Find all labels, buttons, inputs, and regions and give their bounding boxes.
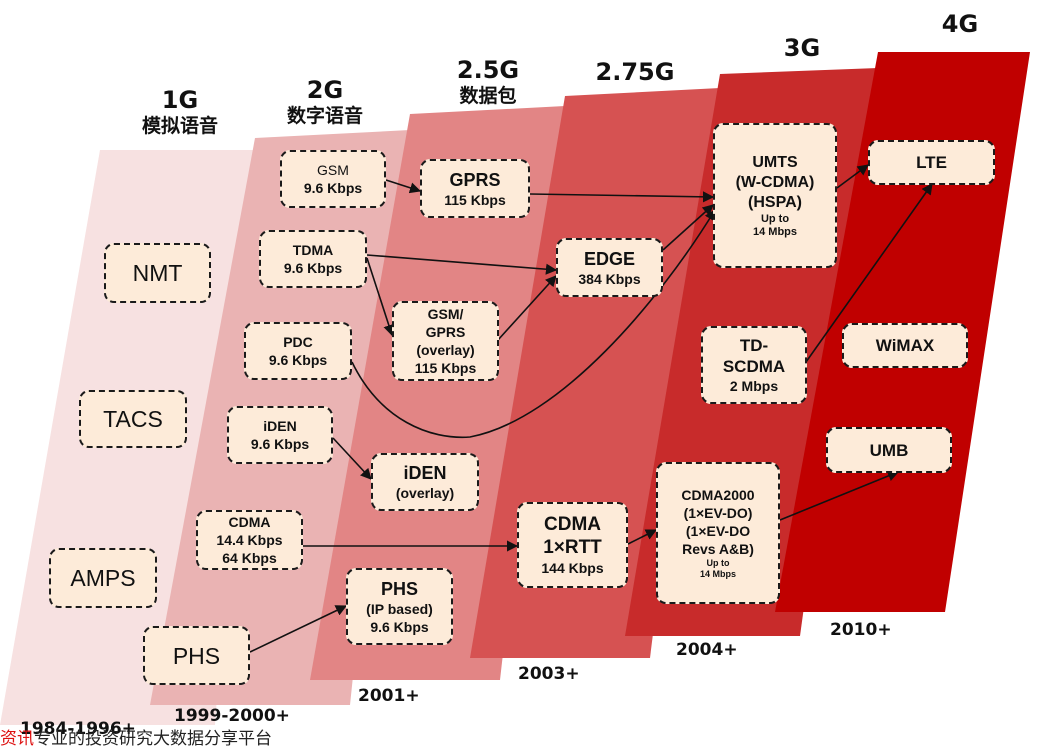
year-3g: 2004+ — [676, 640, 738, 660]
box-umb: UMB — [826, 427, 952, 473]
year-2-75g: 2003+ — [518, 664, 580, 684]
footer-mark: 资讯 — [0, 729, 34, 749]
year-1g: 1984-1996+ — [20, 719, 136, 739]
box-nmt: NMT — [104, 243, 211, 303]
box-tacs: TACS — [79, 390, 187, 448]
box-umts-upto: Up to — [760, 212, 790, 225]
box-gprs: GPRS 115 Kbps — [420, 159, 530, 218]
box-amps: AMPS — [49, 548, 157, 608]
gen-2g-name: 2G — [306, 76, 344, 104]
box-cdma2000-revs: Revs A&B) — [682, 541, 754, 557]
box-cdma2000-evdo-2: (1×EV-DO — [685, 523, 751, 539]
box-cdma2000-name: CDMA2000 — [681, 487, 755, 503]
box-wimax-label: WiMAX — [875, 336, 935, 355]
box-cdma2000: CDMA2000 (1×EV-DO) (1×EV-DO Revs A&B) Up… — [656, 462, 780, 604]
box-iden: iDEN 9.6 Kbps — [227, 406, 333, 464]
footer-text: 专业的投资研究大数据分享平台 — [34, 729, 272, 749]
box-gsm-gprs-overlay: GSM/ GPRS (overlay) 115 Kbps — [392, 301, 499, 381]
box-umts: UMTS (W-CDMA) (HSPA) Up to 14 Mbps — [713, 123, 837, 268]
gen-4g-name: 4G — [941, 10, 979, 38]
box-umts-speed: 14 Mbps — [752, 225, 797, 238]
box-pdc: PDC 9.6 Kbps — [244, 322, 352, 380]
box-gsm-gprs-name-1: GSM/ — [427, 306, 464, 322]
box-iden-name: iDEN — [263, 418, 297, 434]
box-gsm-name: GSM — [317, 162, 349, 178]
gen-2-5g-heading: 2.5G 数据包 — [428, 56, 548, 108]
box-cdma-1xrtt-speed: 144 Kbps — [541, 560, 604, 576]
box-cdma: CDMA 14.4 Kbps 64 Kbps — [196, 510, 303, 570]
year-2-5g: 2001+ — [358, 686, 420, 706]
box-pdc-name: PDC — [283, 334, 313, 350]
box-tdma: TDMA 9.6 Kbps — [259, 230, 367, 288]
gen-2-75g-heading: 2.75G — [575, 58, 695, 86]
box-edge-name: EDGE — [583, 248, 635, 269]
gen-2-5g-subtitle: 数据包 — [459, 85, 517, 107]
box-iden-overlay-tag: (overlay) — [395, 485, 455, 501]
gen-1g-name: 1G — [161, 86, 199, 114]
box-iden-speed: 9.6 Kbps — [250, 436, 310, 452]
box-td-scdma: TD- SCDMA 2 Mbps — [701, 326, 807, 404]
box-gsm: GSM 9.6 Kbps — [280, 150, 386, 208]
box-pdc-speed: 9.6 Kbps — [268, 352, 328, 368]
gen-4g-heading: 4G — [900, 10, 1020, 38]
box-lte: LTE — [868, 140, 995, 185]
year-2g: 1999-2000+ — [174, 706, 290, 726]
source-footer: 资讯专业的投资研究大数据分享平台 — [0, 724, 272, 749]
gen-2-75g-name: 2.75G — [595, 58, 675, 86]
box-cdma-name: CDMA — [228, 514, 271, 530]
box-umb-label: UMB — [869, 440, 909, 460]
box-amps-label: AMPS — [70, 565, 136, 591]
box-phs-ip-tag: (IP based) — [366, 600, 433, 617]
box-umts-hspa: (HSPA) — [748, 193, 802, 211]
gen-2-5g-name: 2.5G — [456, 56, 520, 84]
box-cdma2000-speed: 14 Mbps — [699, 569, 736, 579]
box-cdma-speed-1: 14.4 Kbps — [216, 532, 283, 548]
gen-3g-name: 3G — [783, 34, 821, 62]
box-gsm-speed: 9.6 Kbps — [303, 180, 363, 196]
box-edge-speed: 384 Kbps — [578, 270, 641, 287]
gen-1g-heading: 1G 模拟语音 — [120, 86, 240, 138]
box-phs-ip-name: PHS — [380, 578, 418, 599]
year-4g: 2010+ — [830, 620, 892, 640]
box-lte-label: LTE — [916, 153, 947, 172]
gen-3g-heading: 3G — [742, 34, 862, 62]
gen-2g-heading: 2G 数字语音 — [265, 76, 385, 128]
box-umts-name: UMTS — [752, 153, 798, 171]
box-tdma-speed: 9.6 Kbps — [283, 260, 343, 276]
box-td-scdma-speed: 2 Mbps — [729, 378, 779, 394]
box-phs-ip: PHS (IP based) 9.6 Kbps — [346, 568, 453, 645]
gen-2g-subtitle: 数字语音 — [286, 105, 363, 127]
box-phs-ip-speed: 9.6 Kbps — [370, 618, 429, 635]
box-wimax: WiMAX — [842, 323, 968, 368]
box-phs-1g: PHS — [143, 626, 250, 685]
box-cdma-1xrtt: CDMA 1×RTT 144 Kbps — [517, 502, 628, 588]
box-td-scdma-name-1: TD- — [739, 336, 769, 355]
box-nmt-label: NMT — [132, 260, 183, 286]
gen-1g-subtitle: 模拟语音 — [141, 115, 218, 137]
box-edge: EDGE 384 Kbps — [556, 238, 663, 297]
box-cdma2000-evdo: (1×EV-DO) — [683, 505, 753, 521]
box-umts-wcdma: (W-CDMA) — [735, 173, 815, 191]
box-tacs-label: TACS — [103, 406, 163, 432]
box-td-scdma-name-2: SCDMA — [722, 357, 786, 376]
box-cdma-1xrtt-name-1: CDMA — [544, 514, 601, 535]
box-gsm-gprs-speed: 115 Kbps — [414, 360, 477, 376]
box-gprs-speed: 115 Kbps — [444, 191, 506, 208]
box-phs-1g-label: PHS — [172, 642, 221, 669]
box-cdma-1xrtt-name-2: 1×RTT — [543, 537, 602, 558]
box-iden-overlay-name: iDEN — [403, 463, 447, 483]
box-gsm-gprs-overlay-tag: (overlay) — [416, 342, 475, 358]
box-cdma2000-upto: Up to — [706, 558, 730, 568]
box-gsm-gprs-name-2: GPRS — [425, 324, 466, 340]
box-tdma-name: TDMA — [292, 242, 334, 258]
box-gprs-name: GPRS — [449, 169, 501, 190]
box-cdma-speed-2: 64 Kbps — [222, 550, 277, 566]
box-iden-overlay: iDEN (overlay) — [371, 453, 479, 511]
